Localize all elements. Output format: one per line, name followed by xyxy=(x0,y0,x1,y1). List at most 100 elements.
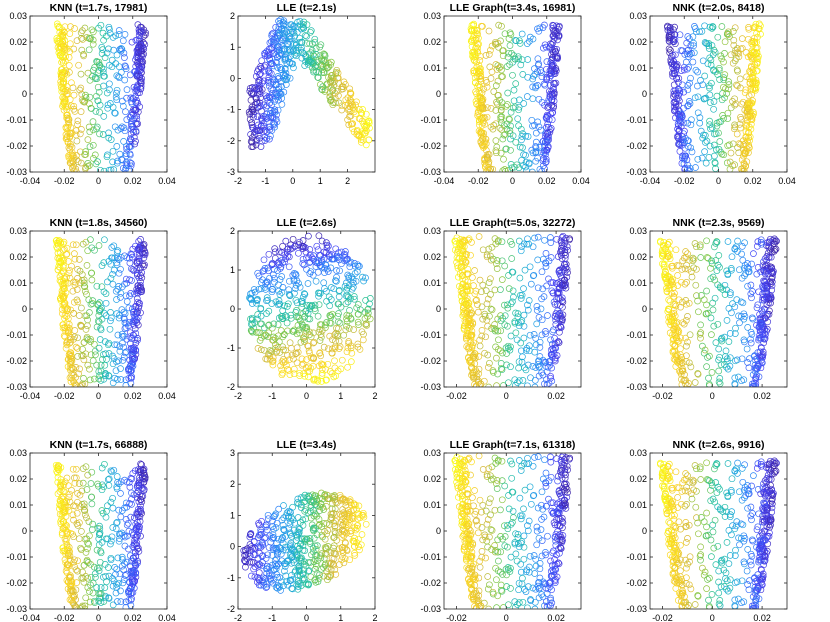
data-point xyxy=(504,89,512,97)
data-point xyxy=(534,284,542,292)
data-point xyxy=(89,579,97,587)
data-point xyxy=(65,144,73,152)
data-point xyxy=(768,278,776,286)
subplot-title: LLE Graph(t=5.0s, 32272) xyxy=(450,217,576,229)
data-point xyxy=(279,259,286,267)
data-point xyxy=(470,22,477,29)
data-point xyxy=(709,51,717,58)
data-point xyxy=(555,294,563,302)
data-point xyxy=(482,287,490,294)
data-point xyxy=(286,35,293,43)
data-point xyxy=(100,259,108,266)
data-point xyxy=(663,285,670,292)
data-point xyxy=(478,89,486,97)
data-point xyxy=(121,310,129,318)
data-point xyxy=(678,81,686,89)
data-point xyxy=(514,310,522,317)
data-point xyxy=(538,295,545,303)
data-point xyxy=(483,104,491,112)
data-point xyxy=(738,355,746,363)
data-point xyxy=(298,304,306,311)
data-point xyxy=(463,270,471,277)
data-point xyxy=(246,85,254,92)
data-point xyxy=(100,288,108,296)
data-point xyxy=(497,115,505,123)
data-point xyxy=(82,463,90,471)
data-point xyxy=(344,116,351,124)
data-point xyxy=(122,499,130,507)
data-point xyxy=(120,308,128,316)
data-point xyxy=(710,322,718,330)
data-point xyxy=(347,120,355,128)
data-point xyxy=(675,135,683,143)
data-point xyxy=(544,104,552,111)
data-point xyxy=(88,276,96,284)
data-point xyxy=(87,351,95,359)
data-point xyxy=(744,359,751,366)
data-point xyxy=(73,156,81,164)
data-point xyxy=(268,89,276,97)
data-point xyxy=(724,142,732,150)
data-point xyxy=(294,322,302,329)
data-point xyxy=(492,82,500,89)
data-point xyxy=(535,60,542,68)
data-point xyxy=(744,53,752,61)
data-point xyxy=(551,357,559,365)
data-point xyxy=(705,40,713,47)
data-point xyxy=(306,349,313,357)
data-point xyxy=(111,109,119,117)
data-point xyxy=(307,28,314,36)
data-point xyxy=(266,99,273,107)
data-point xyxy=(333,273,340,281)
data-point xyxy=(359,106,366,113)
data-point xyxy=(275,314,283,322)
data-point xyxy=(72,596,79,603)
data-point xyxy=(466,344,474,351)
data-point xyxy=(127,250,135,258)
data-point xyxy=(501,130,509,138)
data-point xyxy=(517,339,525,347)
data-point xyxy=(104,502,111,510)
data-point xyxy=(89,40,97,48)
data-point xyxy=(484,364,492,371)
data-point xyxy=(745,25,753,33)
data-point xyxy=(269,354,277,362)
data-point xyxy=(320,68,327,76)
data-point xyxy=(489,165,497,172)
data-point xyxy=(110,46,117,54)
data-point xyxy=(305,232,312,240)
data-point xyxy=(471,381,478,387)
data-point xyxy=(747,335,754,343)
data-point xyxy=(544,120,552,128)
data-point xyxy=(113,89,120,97)
data-point xyxy=(731,24,739,32)
data-point xyxy=(117,265,124,273)
data-point xyxy=(313,242,321,250)
data-point xyxy=(132,85,140,93)
data-point xyxy=(516,143,524,151)
data-point xyxy=(67,336,74,343)
data-point xyxy=(508,50,515,57)
data-point xyxy=(263,355,271,363)
data-point xyxy=(747,125,755,133)
data-point xyxy=(673,262,681,269)
data-point xyxy=(103,49,111,57)
data-point xyxy=(81,151,89,158)
data-point xyxy=(86,128,94,136)
data-point xyxy=(733,296,741,303)
data-point xyxy=(749,371,757,379)
data-point xyxy=(545,275,552,283)
data-point xyxy=(706,352,713,360)
data-point xyxy=(86,309,93,316)
data-point xyxy=(720,76,728,84)
data-point xyxy=(61,46,68,54)
data-point xyxy=(670,58,677,65)
data-point xyxy=(74,490,81,497)
data-point xyxy=(66,339,73,347)
subplot-1: -0.04 -0.02 0 0.02 0.04-0.03-0.02-0.0100.010… xyxy=(6,2,175,186)
data-point xyxy=(72,241,80,249)
data-point xyxy=(751,61,759,69)
data-point xyxy=(269,75,276,83)
data-point xyxy=(492,61,500,68)
data-point xyxy=(461,322,469,330)
